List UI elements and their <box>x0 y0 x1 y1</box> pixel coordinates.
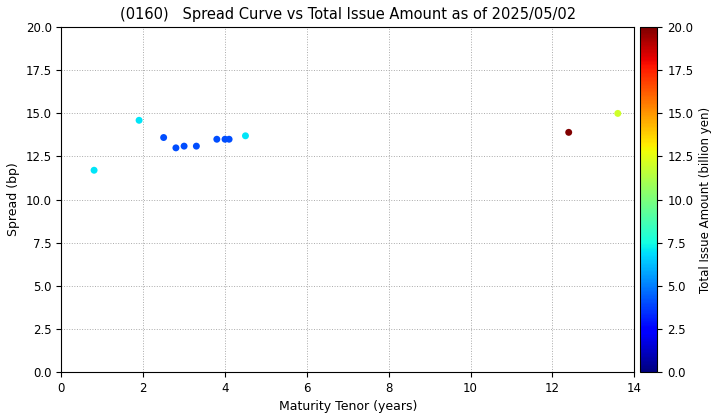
Point <box>191 143 202 150</box>
Point <box>223 136 235 143</box>
Title: (0160)   Spread Curve vs Total Issue Amount as of 2025/05/02: (0160) Spread Curve vs Total Issue Amoun… <box>120 7 576 22</box>
Point <box>612 110 624 117</box>
Point <box>89 167 100 173</box>
Y-axis label: Total Issue Amount (billion yen): Total Issue Amount (billion yen) <box>699 106 712 293</box>
Y-axis label: Spread (bp): Spread (bp) <box>7 163 20 236</box>
Point <box>158 134 169 141</box>
Point <box>240 132 251 139</box>
Point <box>170 144 181 151</box>
Point <box>563 129 575 136</box>
Point <box>220 136 231 143</box>
Point <box>211 136 222 143</box>
Point <box>133 117 145 123</box>
Point <box>179 143 190 150</box>
X-axis label: Maturity Tenor (years): Maturity Tenor (years) <box>279 400 417 413</box>
